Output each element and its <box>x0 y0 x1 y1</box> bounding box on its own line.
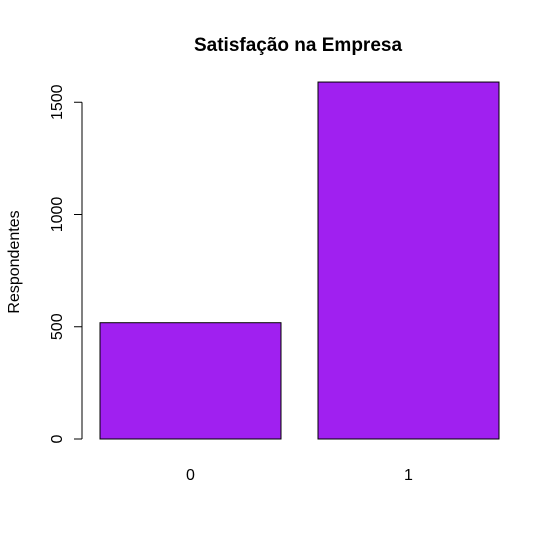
y-tick-label-500: 500 <box>49 313 66 340</box>
x-tick-label-0: 0 <box>186 467 195 484</box>
x-tick-label-1: 1 <box>404 467 413 484</box>
bars <box>99 81 500 440</box>
chart-title: Satisfação na Empresa <box>194 35 402 56</box>
y-axis: 0 500 1000 1500 <box>49 84 83 443</box>
bar-1 <box>317 81 500 440</box>
y-tick-label-0: 0 <box>49 434 66 443</box>
y-tick-label-1500: 1500 <box>49 84 66 120</box>
y-axis-label: Respondentes <box>6 210 23 313</box>
bar-0 <box>99 322 282 440</box>
y-tick-label-1000: 1000 <box>49 197 66 233</box>
